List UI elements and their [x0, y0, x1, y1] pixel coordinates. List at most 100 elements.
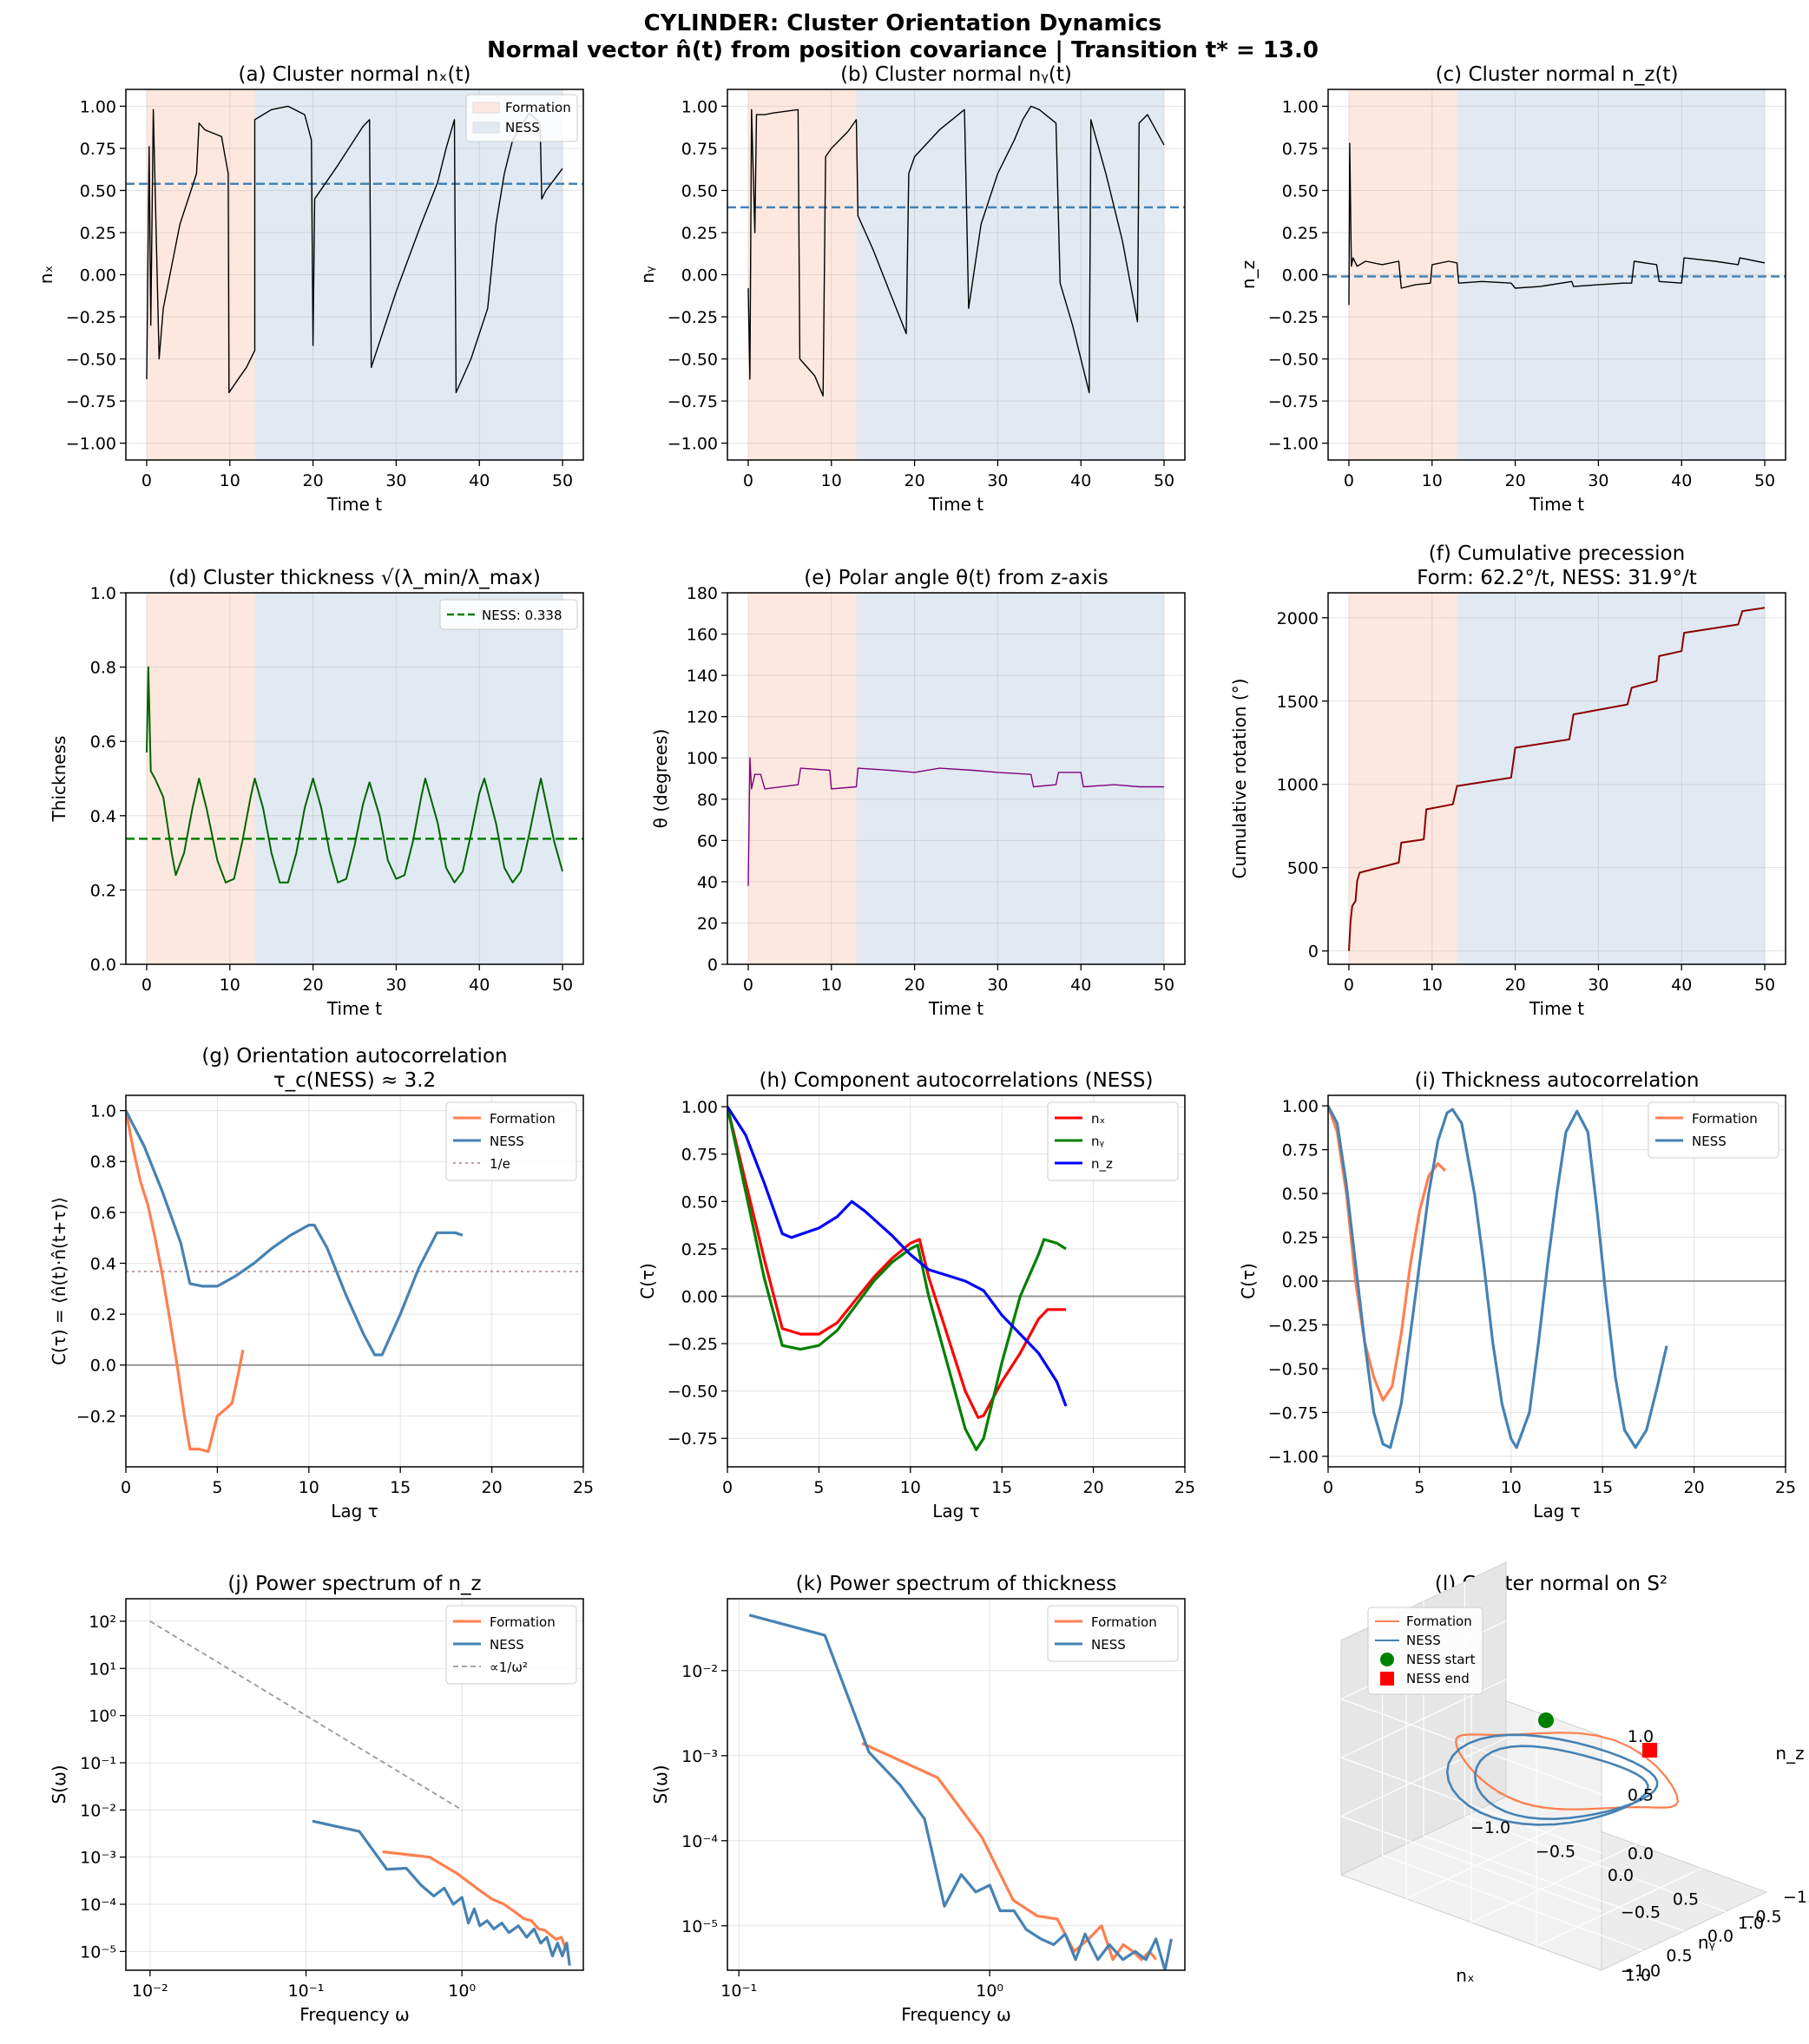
- panel-title: (i) Thickness autocorrelation: [1415, 1069, 1700, 1092]
- x-tick-label: 0: [1344, 471, 1354, 490]
- legend-swatch-ness-start: [1380, 1653, 1394, 1666]
- x-tick-label: 10: [220, 976, 240, 995]
- x-tick-label: 30: [1588, 976, 1608, 995]
- x-tick-label: 20: [1504, 471, 1525, 490]
- y-tick-label: 1.00: [1282, 1097, 1319, 1116]
- y-tick-label: −1.0: [1783, 1888, 1809, 1907]
- legend: Formation NESS 1/e: [445, 1101, 577, 1181]
- y-tick-label: 40: [697, 873, 718, 892]
- x-tick-label: 0.5: [1673, 1890, 1699, 1909]
- y-tick-label: −1.00: [668, 435, 718, 454]
- series-line-main: [747, 105, 1165, 397]
- x-tick-label: 30: [987, 976, 1008, 995]
- y-tick-label: 0.6: [90, 1204, 116, 1223]
- panel-j: 10⁻² 10⁻¹ 10⁰ 10⁻⁵ 10⁻⁴ 10⁻³ 10⁻² 10⁻¹ 10⁰ 10¹ 10²…: [49, 1573, 584, 2025]
- x-tick-label: 10: [821, 471, 842, 490]
- y-tick-label: 180: [687, 584, 718, 603]
- panel-k: 10⁻¹ 10⁰ 10⁻⁵ 10⁻⁴ 10⁻³ 10⁻² (k) Power spectru…: [650, 1573, 1186, 2025]
- x-tick-label: 10⁻¹: [720, 1982, 757, 2001]
- y-tick-label: 0.00: [1282, 266, 1319, 286]
- axes-frame: [125, 592, 584, 965]
- z-tick-label: −1.0: [1621, 1962, 1661, 1981]
- legend: Formation NESS: [465, 94, 578, 142]
- y-tick-label: 0.00: [681, 266, 718, 286]
- x-tick-label: 30: [385, 976, 406, 995]
- x-tick-label: 0: [121, 1478, 131, 1497]
- y-tick-label: 0.00: [681, 1287, 718, 1306]
- y-tick-label: 0.25: [1282, 224, 1319, 243]
- grid-line: [1340, 1698, 1602, 1796]
- series-line-ness: [1328, 1105, 1668, 1449]
- y-tick-label: −0.75: [1268, 1403, 1319, 1423]
- panels: 0 10 20 30 40 50−1.00−0.75−0.50−0.250.000.250…: [36, 63, 1809, 2025]
- y-tick-label: 0.50: [80, 181, 116, 200]
- x-tick-label: 20: [904, 471, 924, 490]
- y-tick-label: 0.25: [681, 1240, 718, 1259]
- y-tick-label: −0.75: [66, 392, 116, 411]
- series-line-n: [727, 1106, 1067, 1451]
- legend: Formation NESS: [1047, 1605, 1179, 1662]
- x-tick-label: 10: [220, 471, 240, 490]
- x-tick-label: 50: [552, 471, 573, 490]
- x-tick-label: 20: [302, 976, 323, 995]
- x-axis-label: Time t: [928, 998, 983, 1019]
- grid-line: [1423, 1835, 1685, 1932]
- band-ness: [856, 593, 1165, 964]
- y-tick-label: 10²: [89, 1613, 116, 1632]
- y-tick-label: 0.0: [1707, 1927, 1733, 1946]
- y-tick-label: 0.4: [90, 807, 116, 826]
- y-axis-label: Cumulative rotation (°): [1229, 679, 1250, 879]
- panel-title: (f) Cumulative precession: [1429, 542, 1685, 565]
- y-tick-label: −1.00: [1268, 1448, 1319, 1467]
- panel-title: (a) Cluster normal nₓ(t): [239, 63, 471, 86]
- z-tick-label: 0.0: [1628, 1844, 1654, 1863]
- panel-h: 0 5 10 15 20 25 −0.75 −0.50 −0.25 0.00 0.25 0.50 0.7…: [637, 1069, 1195, 1521]
- y-tick-label: 160: [687, 626, 718, 645]
- grid-line: [1536, 1867, 1702, 1948]
- y-tick-label: 0.5: [1666, 1947, 1692, 1966]
- y-axis-label: Thickness: [49, 736, 69, 823]
- y-tick-label: −0.50: [66, 351, 116, 370]
- y-tick-label: 0.8: [90, 1153, 116, 1172]
- panel-g: 0 5 10 15 20 25 −0.2 0.0 0.2 0.4 0.6 0.8 1.0 (g) Orie…: [49, 1045, 594, 1521]
- x-tick-label: 30: [1588, 471, 1608, 490]
- x-tick-label: 30: [987, 471, 1008, 490]
- y-tick-label: 80: [697, 791, 718, 810]
- panel-title: (e) Polar angle θ(t) from z-axis: [804, 567, 1108, 589]
- ness-end-marker: [1642, 1743, 1657, 1758]
- y-axis-label: nₓ: [36, 266, 56, 285]
- y-tick-label: 0.4: [90, 1254, 116, 1273]
- x-tick-label: −0.5: [1536, 1843, 1575, 1862]
- y-tick-label: 1.00: [681, 97, 718, 116]
- y-tick-label: −0.25: [1268, 308, 1319, 327]
- y-tick-label: −0.5: [1741, 1908, 1781, 1927]
- y-tick-label: −0.25: [66, 308, 116, 327]
- legend-label: NESS: [1406, 1633, 1441, 1648]
- y-tick-label: 500: [1287, 859, 1319, 878]
- band-formation: [1348, 89, 1457, 460]
- y-tick-label: −0.75: [668, 1429, 718, 1449]
- z-axis-label: n_z: [1775, 1743, 1804, 1764]
- y-tick-label: −0.50: [668, 351, 718, 370]
- y-tick-label: 120: [687, 708, 718, 727]
- legend-swatch-formation: [472, 102, 500, 114]
- axes-frame: [727, 1094, 1186, 1468]
- y-tick-label: 0.75: [1282, 1141, 1319, 1160]
- x-axis-label: Frequency ω: [901, 2004, 1010, 2025]
- band-formation: [747, 89, 857, 460]
- y-axis-label: S(ω): [650, 1765, 671, 1804]
- band-ness: [254, 593, 563, 964]
- x-tick-label: 20: [904, 976, 924, 995]
- y-tick-label: 1.00: [1282, 97, 1319, 116]
- panel-title: (b) Cluster normal nᵧ(t): [840, 63, 1072, 86]
- y-tick-label: 10⁻²: [80, 1801, 116, 1820]
- x-tick-label: 0: [743, 471, 753, 490]
- y-tick-label: 10⁻⁴: [681, 1832, 718, 1851]
- legend-label: Formation: [490, 1111, 556, 1127]
- y-tick-label: 100: [687, 749, 718, 768]
- x-tick-label: 50: [552, 976, 573, 995]
- axes-frame: [727, 592, 1186, 965]
- x-tick-label: 10⁻¹: [288, 1982, 325, 2001]
